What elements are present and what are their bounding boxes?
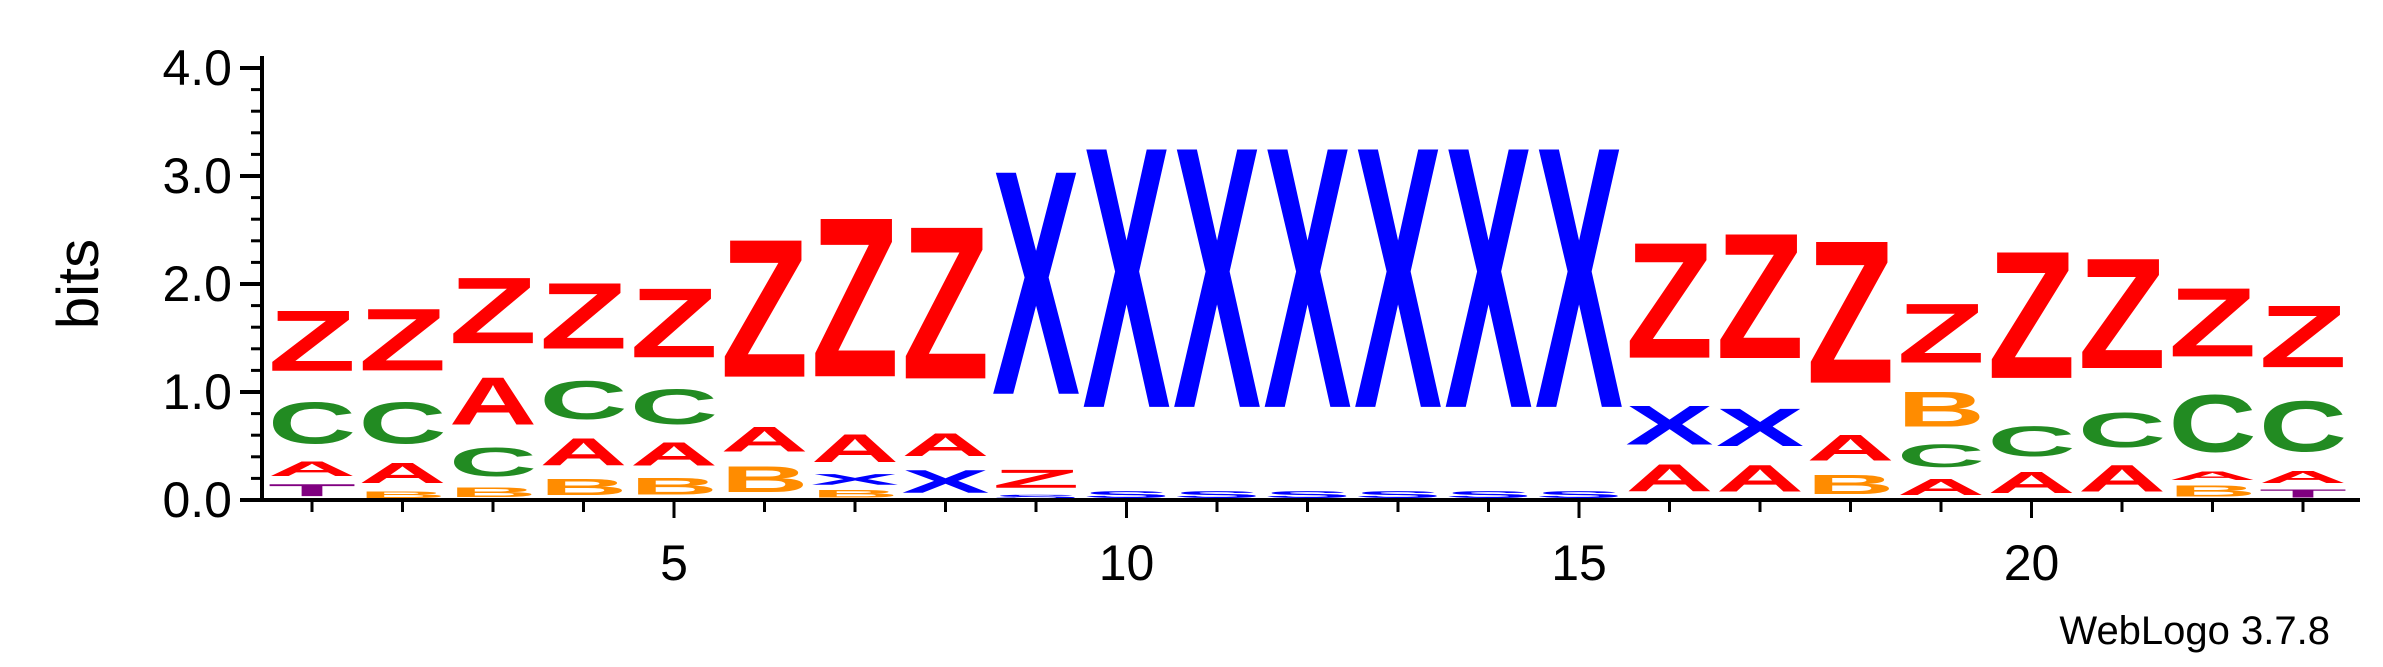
glyph-pos5-A: A <box>630 435 718 473</box>
glyph-pos6-B: B <box>721 459 809 500</box>
y-axis-label: bits <box>46 239 111 329</box>
x-tick-label: 5 <box>660 535 688 591</box>
glyph-pos1-Z: Z <box>268 293 356 390</box>
glyph-pos3-C: C <box>449 440 537 485</box>
glyph-pos18-B: B <box>1807 469 1895 500</box>
y-tick-label: 1.0 <box>162 364 232 420</box>
glyph-pos14-X: X <box>1445 69 1534 486</box>
glyph-pos20-A: A <box>1988 465 2076 499</box>
glyph-pos12-S: S <box>1264 489 1352 500</box>
glyph-pos16-Z: Z <box>1626 207 1714 393</box>
glyph-pos8-A: A <box>902 426 990 463</box>
glyph-pos3-A: A <box>449 364 537 439</box>
logo-glyph-stacks: TACZBACZBCAZBACZBACZBAZBXAZXAZSZXSXSXSXS… <box>268 69 2347 500</box>
glyph-pos2-Z: Z <box>359 291 447 390</box>
x-tick-label: 20 <box>2004 535 2060 591</box>
glyph-pos22-B: B <box>2169 483 2257 500</box>
glyph-pos10-S: S <box>1083 489 1171 500</box>
glyph-pos22-Z: Z <box>2169 268 2257 378</box>
glyph-pos4-C: C <box>540 369 628 431</box>
glyph-pos23-Z: Z <box>2259 288 2347 387</box>
glyph-pos9-Z: Z <box>992 464 1080 493</box>
glyph-pos6-A: A <box>721 420 809 459</box>
glyph-pos15-S: S <box>1535 489 1623 500</box>
glyph-pos23-C: C <box>2259 387 2347 468</box>
glyph-pos13-S: S <box>1354 489 1442 500</box>
glyph-pos14-S: S <box>1445 489 1533 500</box>
glyph-pos12-X: X <box>1264 69 1353 486</box>
glyph-pos4-A: A <box>540 431 628 474</box>
glyph-pos17-Z: Z <box>1716 197 1804 397</box>
y-tick-label: 2.0 <box>162 256 232 312</box>
glyph-pos2-C: C <box>359 390 447 457</box>
glyph-pos18-Z: Z <box>1807 199 1895 427</box>
glyph-pos10-X: X <box>1083 69 1172 486</box>
glyph-pos1-A: A <box>268 457 356 481</box>
glyph-pos7-B: B <box>811 488 899 500</box>
glyph-pos2-A: A <box>359 457 447 489</box>
glyph-pos7-X: X <box>811 471 899 488</box>
glyph-pos21-A: A <box>2078 458 2166 500</box>
glyph-pos1-T: T <box>268 480 356 499</box>
glyph-pos23-T: T <box>2259 487 2347 500</box>
glyph-pos23-A: A <box>2259 468 2347 487</box>
glyph-pos11-X: X <box>1173 69 1262 486</box>
glyph-pos7-Z: Z <box>811 171 899 426</box>
glyph-pos21-Z: Z <box>2078 226 2166 403</box>
glyph-pos19-C: C <box>1897 437 1985 474</box>
glyph-pos17-X: X <box>1716 398 1804 458</box>
y-tick-label: 0.0 <box>162 472 232 528</box>
y-tick-label: 4.0 <box>162 40 232 96</box>
glyph-pos6-Z: Z <box>721 197 809 419</box>
glyph-pos5-C: C <box>630 379 718 435</box>
glyph-pos8-X: X <box>902 463 990 499</box>
glyph-pos2-B: B <box>359 489 447 500</box>
glyph-pos1-C: C <box>268 390 356 457</box>
glyph-pos20-C: C <box>1988 418 2076 465</box>
glyph-pos9-S: S <box>992 493 1080 500</box>
glyph-pos19-B: B <box>1897 381 1985 437</box>
glyph-pos3-Z: Z <box>449 258 537 364</box>
glyph-pos4-Z: Z <box>540 263 628 369</box>
glyph-pos7-A: A <box>811 427 899 471</box>
glyph-pos9-X: X <box>992 105 1080 463</box>
x-tick-label: 15 <box>1551 535 1607 591</box>
glyph-pos22-C: C <box>2169 378 2257 470</box>
glyph-pos18-A: A <box>1807 428 1895 469</box>
glyph-pos22-A: A <box>2169 470 2257 483</box>
glyph-pos16-X: X <box>1626 394 1714 456</box>
glyph-pos20-Z: Z <box>1988 213 2076 417</box>
weblogo-credit: WebLogo 3.7.8 <box>2059 609 2330 653</box>
glyph-pos17-A: A <box>1716 458 1804 500</box>
glyph-pos19-A: A <box>1897 474 1985 500</box>
glyph-pos11-S: S <box>1173 489 1261 500</box>
glyph-pos5-B: B <box>630 473 718 500</box>
glyph-pos5-Z: Z <box>630 268 718 379</box>
glyph-pos21-C: C <box>2078 403 2166 458</box>
glyph-pos15-X: X <box>1535 69 1624 486</box>
glyph-pos4-B: B <box>540 474 628 500</box>
glyph-pos16-A: A <box>1626 457 1714 500</box>
chart-axes: 0.0 1.0 2.0 3.0 4.0 5 10 15 20 <box>162 40 2360 591</box>
x-tick-label: 10 <box>1099 535 1155 591</box>
glyph-pos3-B: B <box>449 485 537 500</box>
glyph-pos8-Z: Z <box>902 181 990 426</box>
glyph-pos19-Z: Z <box>1897 286 1985 381</box>
glyph-pos13-X: X <box>1354 69 1443 486</box>
y-tick-label: 3.0 <box>162 148 232 204</box>
